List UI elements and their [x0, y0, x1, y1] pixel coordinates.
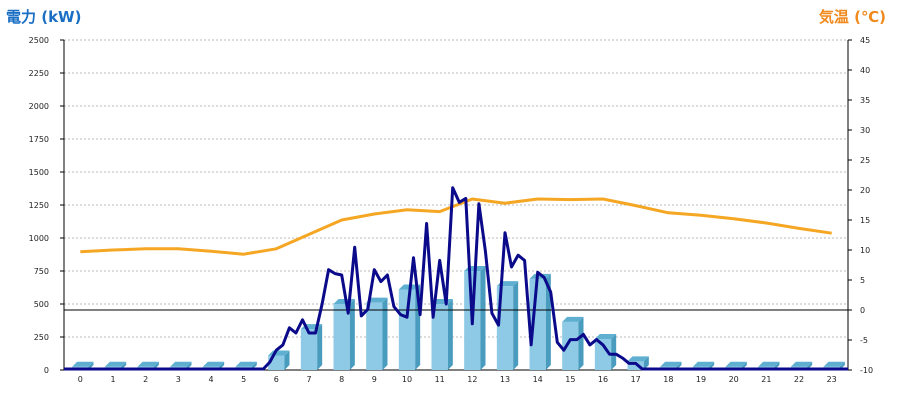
- x-tick-label: 8: [339, 375, 344, 384]
- bar: [562, 321, 579, 370]
- power-line: [64, 186, 848, 371]
- bar-side: [545, 273, 551, 370]
- left-tick-label: 750: [34, 267, 49, 276]
- bar-top: [823, 361, 845, 367]
- left-tick-label: 2250: [29, 69, 49, 78]
- bar: [333, 304, 350, 370]
- x-tick-label: 1: [110, 375, 115, 384]
- bar-top: [366, 297, 388, 303]
- bar-side: [643, 356, 649, 370]
- bar-top: [790, 361, 813, 367]
- bar: [627, 361, 644, 370]
- right-tick-label: 15: [860, 216, 870, 225]
- temperature-line: [80, 197, 832, 256]
- left-tick-label: 2500: [29, 36, 49, 45]
- x-tick-label: 22: [794, 375, 804, 384]
- bar-side: [447, 299, 453, 370]
- bar: [594, 338, 612, 370]
- right-tick-label: 30: [860, 126, 870, 135]
- left-tick-label: 1250: [29, 201, 49, 210]
- x-tick-label: 15: [565, 375, 575, 384]
- left-tick-label: 500: [34, 300, 49, 309]
- bar-top: [170, 361, 192, 367]
- bar-top: [202, 361, 225, 367]
- bar-side: [611, 333, 617, 370]
- bar-top: [72, 361, 94, 367]
- x-tick-label: 23: [827, 375, 837, 384]
- x-tick-label: 0: [78, 375, 83, 384]
- x-tick-label: 4: [208, 375, 213, 384]
- bar-side: [480, 266, 486, 370]
- bar: [398, 289, 416, 370]
- bar-side: [349, 299, 355, 370]
- x-tick-label: 6: [274, 375, 279, 384]
- x-tick-label: 17: [631, 375, 641, 384]
- x-tick-label: 18: [663, 375, 673, 384]
- bar: [300, 329, 318, 370]
- left-tick-label: 250: [34, 333, 49, 342]
- right-tick-label: -5: [860, 336, 868, 345]
- x-tick-label: 9: [372, 375, 377, 384]
- x-tick-label: 12: [467, 375, 477, 384]
- right-tick-label: 45: [860, 36, 870, 45]
- x-tick-label: 2: [143, 375, 148, 384]
- x-tick-label: 11: [435, 375, 445, 384]
- x-tick-label: 16: [598, 375, 608, 384]
- x-tick-label: 14: [533, 375, 543, 384]
- left-tick-label: 0: [44, 366, 49, 375]
- bar-side: [284, 350, 290, 370]
- bar: [366, 302, 383, 370]
- bar: [431, 304, 448, 370]
- bar-top: [725, 361, 747, 367]
- bar-top: [758, 361, 780, 367]
- left-tick-label: 2000: [29, 102, 49, 111]
- x-tick-label: 3: [176, 375, 181, 384]
- bar-top: [562, 316, 584, 322]
- right-tick-label: 35: [860, 96, 870, 105]
- left-axis-title: 電力 (kW): [6, 8, 82, 26]
- bar-side: [317, 324, 323, 370]
- x-tick-label: 7: [306, 375, 311, 384]
- bar-side: [578, 316, 584, 370]
- right-tick-label: 5: [860, 276, 865, 285]
- x-tick-label: 21: [761, 375, 771, 384]
- right-tick-label: 10: [860, 246, 870, 255]
- right-tick-label: -10: [860, 366, 873, 375]
- left-tick-label: 1000: [29, 234, 49, 243]
- bar-top: [627, 356, 649, 362]
- x-tick-label: 5: [241, 375, 246, 384]
- right-axis-title: 気温 (℃): [818, 8, 886, 26]
- right-tick-label: 25: [860, 156, 870, 165]
- right-tick-label: 40: [860, 66, 870, 75]
- bar-side: [382, 297, 388, 370]
- bar-side: [513, 281, 519, 370]
- left-tick-label: 1500: [29, 168, 49, 177]
- bar-top: [660, 361, 682, 367]
- right-tick-label: 0: [860, 306, 865, 315]
- bar-top: [692, 361, 715, 367]
- x-tick-label: 19: [696, 375, 706, 384]
- bar-top: [235, 361, 257, 367]
- bar-top: [137, 361, 159, 367]
- bar-top: [594, 333, 617, 339]
- right-tick-label: 20: [860, 186, 870, 195]
- x-tick-label: 20: [729, 375, 739, 384]
- left-tick-label: 1750: [29, 135, 49, 144]
- bar-top: [104, 361, 127, 367]
- x-tick-label: 10: [402, 375, 412, 384]
- x-tick-label: 13: [500, 375, 510, 384]
